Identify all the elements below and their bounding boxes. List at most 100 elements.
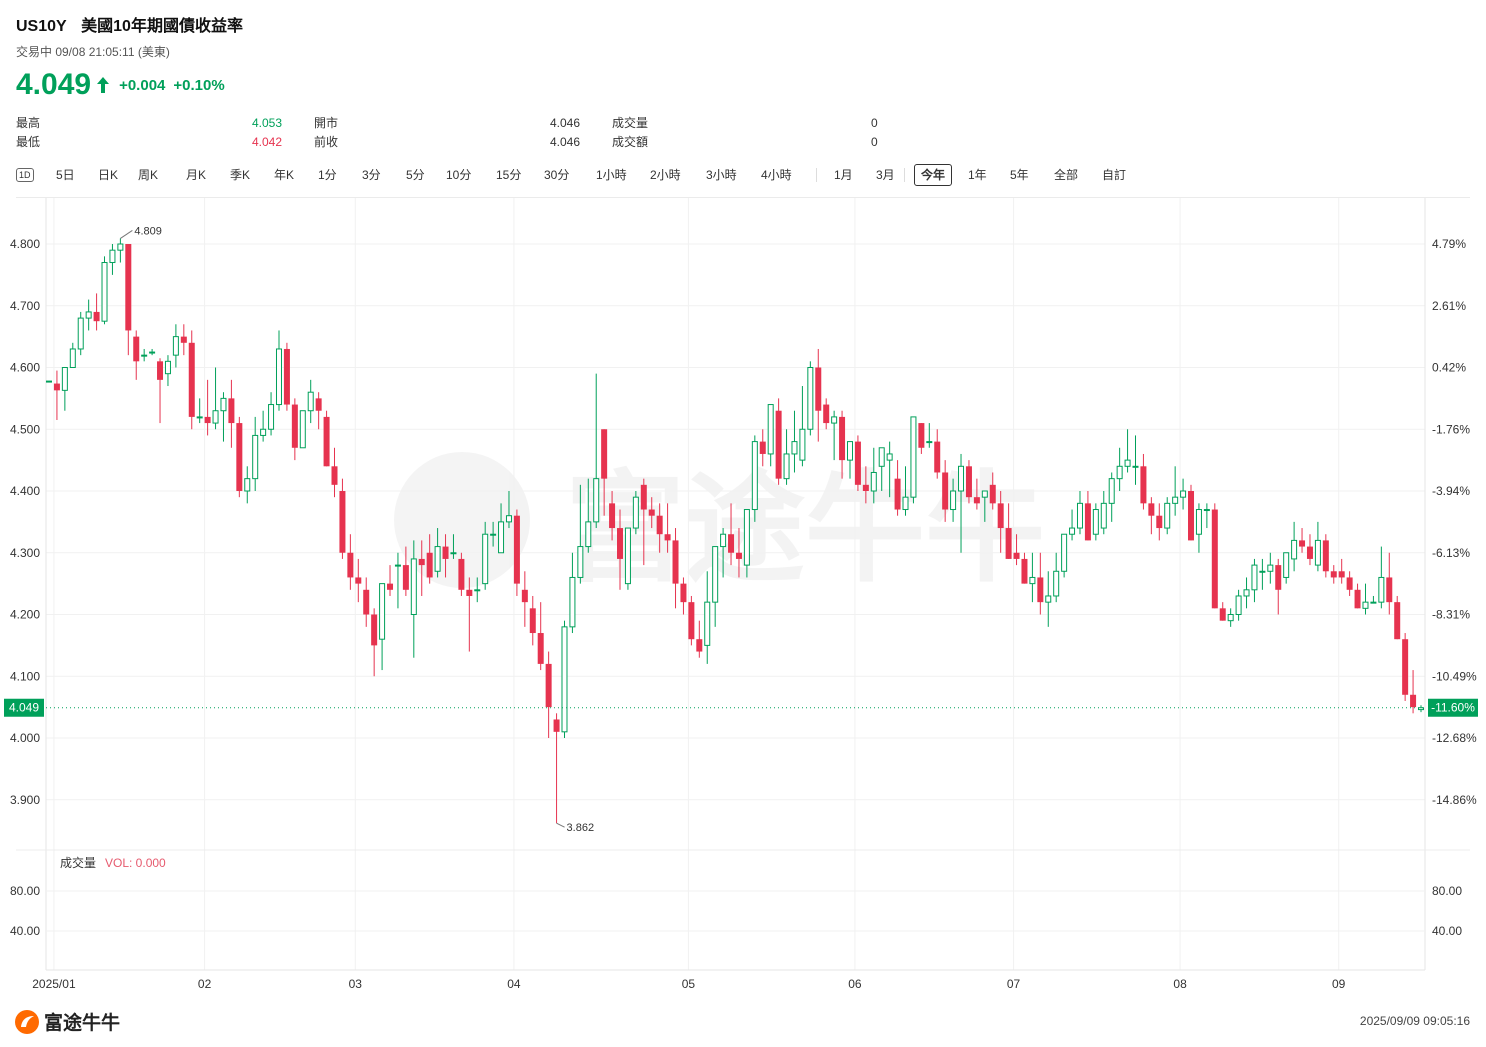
candle-body-down <box>1013 552 1020 559</box>
candle-body-up <box>1283 552 1290 578</box>
candle-body-up <box>870 471 877 492</box>
timeframe-9[interactable]: 10分 <box>446 168 472 182</box>
candle-body-up <box>1180 490 1187 498</box>
candle-body-up <box>712 546 719 603</box>
candle-body-down <box>1354 589 1361 609</box>
candle-body-down <box>973 497 980 504</box>
max-annotation: 4.809 <box>134 225 162 237</box>
timeframe-2[interactable]: 周K <box>138 168 159 182</box>
timeframe-13[interactable]: 2小時 <box>650 168 681 182</box>
pct-tick-label: -6.13% <box>1432 546 1470 560</box>
candle-body-up <box>172 336 179 356</box>
title-row: US10Y 美國10年期國債收益率 <box>16 14 1476 40</box>
timeframe-17[interactable]: 3月 <box>876 168 895 182</box>
candle-body-up <box>632 496 639 529</box>
timeframe-0[interactable]: 5日 <box>56 168 75 182</box>
instrument-name: 美國10年期國債收益率 <box>81 18 243 35</box>
timeframe-4[interactable]: 季K <box>230 168 251 182</box>
candle-body-up <box>751 441 758 511</box>
intraday-icon[interactable]: 1D <box>16 168 34 182</box>
turnover-value: 0 <box>871 135 878 149</box>
timeframe-15[interactable]: 4小時 <box>761 168 792 182</box>
pct-tick-label: -12.68% <box>1432 731 1477 745</box>
candle-body-down <box>331 466 338 485</box>
candle-body-down <box>1338 571 1345 578</box>
candle-body-up <box>505 515 512 523</box>
candle-body-down <box>545 663 552 708</box>
candle-body-down <box>965 466 972 498</box>
x-tick-label: 08 <box>1173 977 1187 991</box>
candle-body-down <box>53 383 60 391</box>
timeframe-10[interactable]: 15分 <box>496 168 522 182</box>
candle-body-down <box>188 342 195 417</box>
volume-value: VOL: 0.000 <box>105 856 166 870</box>
timeframe-6[interactable]: 1分 <box>318 168 337 182</box>
footer-logo: 富途牛牛 <box>14 1008 120 1035</box>
candle-body-down <box>387 583 394 590</box>
candle-body-down <box>640 484 647 510</box>
candle-body-down <box>1410 694 1417 708</box>
candle-body-up <box>791 441 798 455</box>
y-tick-label: 4.800 <box>10 237 40 251</box>
candle-body-up <box>46 380 52 383</box>
timeframe-1[interactable]: 日K <box>98 168 119 182</box>
timeframe-5[interactable]: 年K <box>274 168 295 182</box>
candle-body-down <box>862 484 869 491</box>
candle-body-down <box>513 515 520 584</box>
candle-body-up <box>902 496 909 511</box>
candle-body-down <box>656 515 663 535</box>
candle-body-up <box>1314 539 1321 566</box>
candle-body-up <box>846 441 853 461</box>
x-tick-label: 2025/01 <box>32 977 76 991</box>
y-tick-label: 4.100 <box>10 669 40 683</box>
candle-body-up <box>1172 496 1179 504</box>
y-tick-label: 4.000 <box>10 731 40 745</box>
candle-body-down <box>942 472 949 510</box>
timeframe-12[interactable]: 1小時 <box>596 168 627 182</box>
timeframe-18[interactable]: 今年 <box>914 164 953 186</box>
x-tick-label: 02 <box>198 977 212 991</box>
candle-body-down <box>1188 491 1195 541</box>
timeframe-19[interactable]: 1年 <box>968 168 987 182</box>
timeframe-8[interactable]: 5分 <box>406 168 425 182</box>
timeframe-22[interactable]: 自訂 <box>1102 168 1127 182</box>
current-price-label: 4.049 <box>9 701 39 715</box>
y-tick-label: 4.300 <box>10 546 40 560</box>
current-pct-label: -11.60% <box>1431 701 1475 715</box>
timeframe-21[interactable]: 全部 <box>1054 168 1079 182</box>
timeframe-20[interactable]: 5年 <box>1010 168 1029 182</box>
price-change-pct: +0.10% <box>173 76 225 94</box>
timeframe-3[interactable]: 月K <box>186 168 207 182</box>
open-value: 4.046 <box>550 116 581 130</box>
candle-body-up <box>61 367 68 391</box>
quote-header: US10Y 美國10年期國債收益率 交易中 09/08 21:05:11 (美東… <box>16 14 1476 102</box>
candle-body-up <box>1108 478 1115 504</box>
y-tick-label: 3.900 <box>10 793 40 807</box>
volume-tick-right: 40.00 <box>1432 924 1462 938</box>
candle-body-up <box>1029 576 1036 585</box>
candle-body-up <box>164 360 171 375</box>
candle-body-down <box>1005 528 1012 559</box>
pct-tick-label: 4.79% <box>1432 237 1466 251</box>
candle-body-up <box>720 533 727 548</box>
volume-tick-left: 80.00 <box>10 884 40 898</box>
candle-body-up <box>1076 502 1083 529</box>
timeframe-11[interactable]: 30分 <box>544 168 570 182</box>
min-annotation: 3.862 <box>567 822 595 834</box>
candle-body-down <box>93 311 100 322</box>
timeframe-16[interactable]: 1月 <box>834 168 853 182</box>
timeframe-14[interactable]: 3小時 <box>706 168 737 182</box>
candle-body-down <box>521 589 528 603</box>
timeframe-7[interactable]: 3分 <box>362 168 381 182</box>
candle-body-up <box>910 416 917 498</box>
candle-body-down <box>315 398 322 411</box>
candle-body-up <box>434 546 441 572</box>
open-label: 開市 <box>314 116 339 130</box>
candle-body-up <box>307 391 314 412</box>
candle-body-up <box>109 249 116 264</box>
candle-body-down <box>854 441 861 485</box>
candle-body-up <box>1069 527 1076 535</box>
candle-body-down <box>133 336 140 362</box>
candle-body-up <box>1362 601 1369 609</box>
candlestick-chart[interactable]: 富途牛牛 2025/01 02 03 04 05 06 07 08 09 4.800 4.79% 4.7… <box>0 198 1486 998</box>
